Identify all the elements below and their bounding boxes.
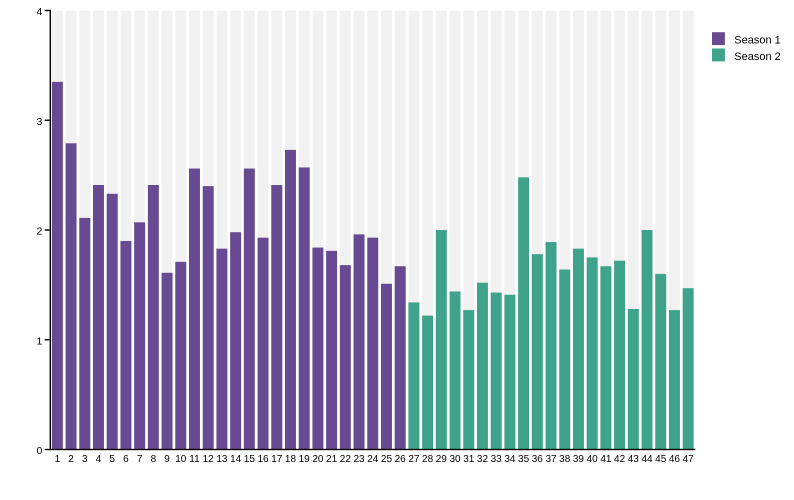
svg-text:33: 33 <box>491 454 503 465</box>
svg-text:26: 26 <box>395 454 407 465</box>
svg-text:1: 1 <box>36 335 42 347</box>
svg-text:4: 4 <box>36 6 42 18</box>
svg-text:45: 45 <box>655 454 667 465</box>
svg-text:3: 3 <box>36 116 42 128</box>
svg-text:0: 0 <box>36 445 42 457</box>
svg-text:19: 19 <box>299 454 311 465</box>
svg-text:42: 42 <box>614 454 626 465</box>
svg-text:10: 10 <box>175 454 187 465</box>
svg-text:6: 6 <box>123 454 129 465</box>
svg-text:4: 4 <box>96 454 102 465</box>
svg-text:22: 22 <box>340 454 352 465</box>
svg-text:13: 13 <box>216 454 228 465</box>
svg-text:16: 16 <box>257 454 269 465</box>
svg-text:40: 40 <box>587 454 599 465</box>
svg-text:31: 31 <box>463 454 475 465</box>
svg-text:2: 2 <box>36 226 42 238</box>
svg-text:8: 8 <box>151 454 157 465</box>
svg-text:28: 28 <box>422 454 434 465</box>
svg-text:9: 9 <box>164 454 170 465</box>
svg-text:37: 37 <box>545 454 557 465</box>
svg-text:25: 25 <box>381 454 393 465</box>
svg-text:Season 1: Season 1 <box>734 35 780 47</box>
svg-text:Season 2: Season 2 <box>734 51 780 63</box>
svg-text:46: 46 <box>669 454 681 465</box>
svg-text:15: 15 <box>244 454 256 465</box>
svg-text:2: 2 <box>68 454 74 465</box>
svg-text:20: 20 <box>312 454 324 465</box>
svg-text:27: 27 <box>408 454 420 465</box>
svg-text:35: 35 <box>518 454 530 465</box>
svg-text:24: 24 <box>367 454 379 465</box>
svg-text:41: 41 <box>600 454 612 465</box>
svg-text:18: 18 <box>285 454 297 465</box>
svg-text:36: 36 <box>532 454 544 465</box>
svg-text:47: 47 <box>683 454 695 465</box>
svg-text:43: 43 <box>628 454 640 465</box>
svg-text:21: 21 <box>326 454 338 465</box>
svg-text:17: 17 <box>271 454 283 465</box>
svg-text:1: 1 <box>55 454 61 465</box>
svg-text:38: 38 <box>559 454 571 465</box>
svg-text:7: 7 <box>137 454 143 465</box>
svg-text:32: 32 <box>477 454 489 465</box>
svg-text:44: 44 <box>641 454 653 465</box>
svg-text:11: 11 <box>189 454 200 465</box>
svg-text:14: 14 <box>230 454 242 465</box>
svg-text:39: 39 <box>573 454 585 465</box>
svg-text:34: 34 <box>504 454 516 465</box>
svg-text:23: 23 <box>353 454 365 465</box>
svg-text:30: 30 <box>449 454 461 465</box>
svg-text:29: 29 <box>436 454 448 465</box>
svg-text:3: 3 <box>82 454 88 465</box>
svg-text:12: 12 <box>203 454 215 465</box>
svg-text:5: 5 <box>109 454 115 465</box>
